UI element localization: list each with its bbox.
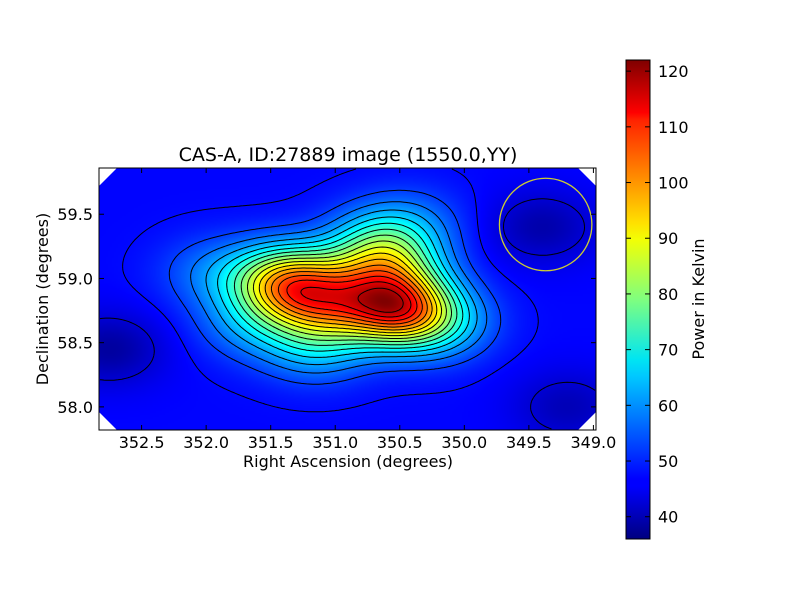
- contour-line: [300, 281, 412, 318]
- contour-line: [217, 216, 470, 358]
- chart-title: CAS-A, ID:27889 image (1550.0,YY): [179, 144, 518, 166]
- y-axis-label: Declination (degrees): [33, 213, 52, 385]
- colorbar-label: Power in Kelvin: [689, 238, 708, 359]
- colorbar-tick-label: 60: [658, 396, 678, 415]
- y-axis: 58.0 58.5 59.0 59.5: [57, 205, 596, 417]
- colorbar-tick-label: 90: [658, 229, 678, 248]
- contour-line: [264, 258, 433, 331]
- x-tick-label: 349.0: [571, 433, 617, 452]
- plot-area: [98, 167, 597, 431]
- y-tick-label: 59.5: [57, 205, 93, 224]
- beam-circle: [498, 177, 593, 272]
- contour-line: [233, 228, 458, 346]
- heatmap-image: [99, 168, 596, 430]
- contour-line: [247, 240, 447, 339]
- contour-line: [240, 234, 452, 342]
- contour-line: [277, 270, 423, 325]
- contour-line: [205, 209, 478, 366]
- contour-line: [190, 201, 488, 374]
- contour-line: [258, 252, 438, 334]
- contour-line: [226, 222, 464, 352]
- contour-line: [270, 264, 428, 328]
- contour-line: [168, 189, 502, 385]
- x-tick-label: 352.5: [119, 433, 165, 452]
- contour-line: [99, 198, 596, 430]
- plot-frame: [98, 167, 597, 431]
- y-tick-label: 58.0: [57, 398, 93, 417]
- colorbar-frame: [625, 59, 651, 540]
- x-axis-label: Right Ascension (degrees): [243, 452, 453, 471]
- x-tick-label: 350.5: [377, 433, 423, 452]
- colorbar-tick-label: 70: [658, 341, 678, 360]
- contour-line: [357, 287, 404, 313]
- contour-lines: [99, 168, 596, 430]
- contour-line: [122, 168, 539, 413]
- colorbar-ticks: 40 50 60 70 80 90 100 110 120: [626, 62, 689, 527]
- colorbar-tick-label: 120: [658, 62, 689, 81]
- contour-line: [286, 275, 418, 322]
- x-axis: 352.5 352.0 351.5 351.0 350.5 350.0 349.5 349.0: [119, 168, 617, 452]
- colorbar: 40 50 60 70 80 90 100 110 120 Power in Kelvin: [625, 59, 708, 540]
- contour-line: [252, 246, 443, 337]
- y-tick-label: 58.5: [57, 334, 93, 353]
- colorbar-tick-label: 50: [658, 452, 678, 471]
- x-tick-label: 351.5: [248, 433, 294, 452]
- x-tick-label: 351.0: [312, 433, 358, 452]
- colorbar-tick-label: 100: [658, 174, 689, 193]
- y-tick-label: 59.0: [57, 269, 93, 288]
- x-tick-label: 349.5: [506, 433, 552, 452]
- colorbar-gradient: [626, 60, 650, 539]
- x-tick-label: 352.0: [183, 433, 229, 452]
- colorbar-tick-label: 40: [658, 508, 678, 527]
- x-tick-label: 350.0: [441, 433, 487, 452]
- colorbar-tick-label: 110: [658, 118, 689, 137]
- colorbar-tick-label: 80: [658, 285, 678, 304]
